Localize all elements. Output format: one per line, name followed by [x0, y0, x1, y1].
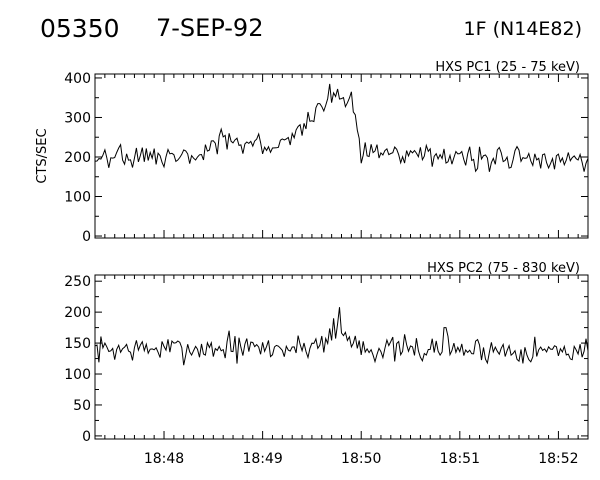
event-id: 05350: [40, 14, 120, 43]
x-tick-label: 18:48: [144, 451, 184, 467]
y-tick-label: 150: [64, 336, 91, 352]
plot-frame-2: [94, 274, 589, 440]
flare-class: 1F (N14E82): [463, 18, 582, 40]
y-tick-label: 100: [64, 367, 91, 383]
panel-title-1: HXS PC1 (25 - 75 keV): [435, 60, 580, 75]
y-tick-label: 300: [64, 110, 91, 126]
y-tick-label: 250: [64, 274, 91, 290]
y-axis-label: CTS/SEC: [35, 128, 50, 183]
y-tick-label: 100: [64, 190, 91, 206]
x-tick-label: 18:49: [242, 451, 282, 467]
event-date: 7-SEP-92: [156, 14, 264, 42]
x-tick-label: 18:52: [538, 451, 578, 467]
y-tick-label: 50: [73, 398, 91, 414]
y-tick-label: 200: [64, 150, 91, 166]
y-tick-label: 200: [64, 305, 91, 321]
x-tick-label: 18:51: [440, 451, 480, 467]
series-line-2: [94, 307, 589, 366]
y-tick-label: 0: [82, 429, 91, 445]
panel-title-2: HXS PC2 (75 - 830 keV): [427, 261, 580, 276]
y-tick-label: 400: [64, 71, 91, 87]
y-tick-label: 0: [82, 229, 91, 245]
x-tick-label: 18:50: [341, 451, 381, 467]
series-line-1: [94, 83, 589, 173]
